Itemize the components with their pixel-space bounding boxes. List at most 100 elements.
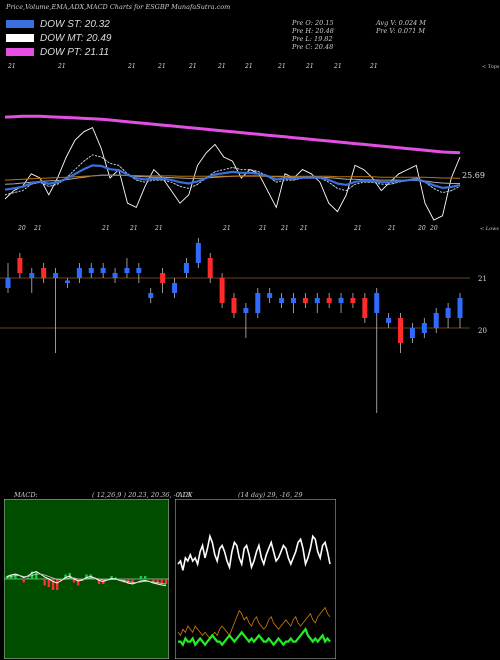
macd-histogram-bar xyxy=(39,579,42,580)
legend-swatch xyxy=(6,48,34,56)
pre-volume: Pre V: 0.071 M xyxy=(376,27,426,35)
candle-up xyxy=(338,298,344,303)
candle-up xyxy=(457,298,463,318)
x-bottom-label: 21 xyxy=(258,225,267,232)
macd-histogram-bar xyxy=(72,579,76,583)
tops-label: < Tops xyxy=(482,64,500,70)
adx-plus-di-line xyxy=(178,627,331,647)
x-top-label: 21 xyxy=(157,63,166,70)
legend-label: DOW PT: 21.11 xyxy=(40,46,110,58)
macd-histogram-bar xyxy=(110,576,113,580)
macd-histogram-bar xyxy=(35,571,38,580)
candle-up xyxy=(255,293,261,313)
low-value: Pre L: 19.82 xyxy=(292,35,333,43)
macd-histogram-bar xyxy=(9,574,13,580)
macd-signal-line xyxy=(6,573,167,585)
dow-pt-line xyxy=(4,114,461,155)
x-top-label: 21 xyxy=(244,63,253,70)
candle-up xyxy=(243,308,249,313)
macd-line xyxy=(6,570,167,586)
macd-histogram-bar xyxy=(148,579,151,580)
y-label-21: 21 xyxy=(478,275,487,283)
adx-line xyxy=(177,533,331,571)
chart-title: Price,Volume,EMA,ADX,MACD Charts for ESG… xyxy=(6,3,231,11)
x-top-label: 21 xyxy=(7,63,16,70)
candle-up xyxy=(136,268,142,273)
x-top-label: 21 xyxy=(188,63,197,70)
candle-down xyxy=(160,273,166,283)
candle-down xyxy=(41,268,47,278)
legend-label: DOW MT: 20.49 xyxy=(40,32,112,44)
x-top-label: 21 xyxy=(217,63,226,70)
adx-minus-di-line xyxy=(177,606,331,640)
candle-up xyxy=(53,273,59,278)
avg-volume: Avg V: 0.024 M xyxy=(376,19,426,27)
ema-long-line xyxy=(4,175,461,181)
x-top-label: 21 xyxy=(127,63,136,70)
last-value-label: 25.69 xyxy=(462,171,485,180)
legend-label: DOW ST: 20.32 xyxy=(40,18,110,30)
macd-histogram-bar xyxy=(76,579,80,586)
x-bottom-label: 21 xyxy=(129,225,138,232)
candle-up xyxy=(76,268,82,278)
x-bottom-label: 21 xyxy=(154,225,163,232)
macd-chart xyxy=(4,499,169,659)
candle-up xyxy=(290,298,296,303)
legend-dow-mt: DOW MT: 20.49 xyxy=(6,32,112,44)
macd-histogram-bar xyxy=(43,579,46,586)
candle-up xyxy=(195,243,201,263)
macd-histogram-bar xyxy=(93,579,97,580)
macd-histogram-bar xyxy=(152,579,155,583)
macd-histogram-bar xyxy=(164,579,168,584)
candle-up xyxy=(5,278,11,288)
price-line xyxy=(4,126,461,221)
candle-down xyxy=(219,278,225,303)
macd-histogram-bar xyxy=(51,579,55,590)
candle-up xyxy=(88,268,94,273)
macd-histogram-bar xyxy=(56,579,59,590)
lows-label: < Lows xyxy=(480,226,499,232)
x-bottom-label: 21 xyxy=(280,225,289,232)
candle-down xyxy=(326,298,332,303)
x-bottom-label: 21 xyxy=(222,225,231,232)
x-top-label: 21 xyxy=(369,63,378,70)
x-bottom-label: 20 xyxy=(417,225,426,232)
candle-down xyxy=(350,298,356,303)
x-top-label: 21 xyxy=(333,63,342,70)
macd-histogram-bar xyxy=(47,579,51,587)
adx-title: ADX xyxy=(178,491,193,499)
candle-down xyxy=(231,298,237,313)
x-top-label: 21 xyxy=(57,63,66,70)
macd-histogram-bar xyxy=(18,579,21,580)
candle-up xyxy=(148,293,154,298)
candle-up xyxy=(433,313,439,328)
candle-up xyxy=(112,273,118,278)
candle-up xyxy=(386,318,392,323)
x-bottom-label: 21 xyxy=(33,225,42,232)
x-bottom-label: 21 xyxy=(353,225,362,232)
high-value: Pre H: 20.48 xyxy=(292,27,334,35)
candle-up xyxy=(279,298,285,303)
macd-histogram-bar xyxy=(131,579,134,584)
close-value: Pre C: 20.48 xyxy=(292,43,334,51)
candle-up xyxy=(100,268,106,273)
candle-down xyxy=(398,318,404,343)
open-value: Pre O: 20.15 xyxy=(292,19,334,27)
x-bottom-label: 21 xyxy=(299,225,308,232)
macd-histogram-bar xyxy=(143,576,147,580)
adx-chart xyxy=(175,499,336,659)
candle-up xyxy=(374,293,380,313)
x-bottom-label: 21 xyxy=(101,225,110,232)
candle-down xyxy=(17,258,23,273)
candle-up xyxy=(409,328,415,338)
dow-st-line xyxy=(4,164,461,191)
candle-up xyxy=(183,263,189,273)
macd-params: ( 12,26,9 ) 20.23, 20.36, -0.13 xyxy=(92,491,191,499)
y-label-20: 20 xyxy=(478,327,487,335)
candle-up xyxy=(445,308,451,318)
macd-histogram-bar xyxy=(160,579,164,584)
candle-down xyxy=(362,298,368,318)
legend-dow-pt: DOW PT: 21.11 xyxy=(6,46,109,58)
macd-histogram-bar xyxy=(5,576,9,580)
candle-up xyxy=(314,298,320,303)
